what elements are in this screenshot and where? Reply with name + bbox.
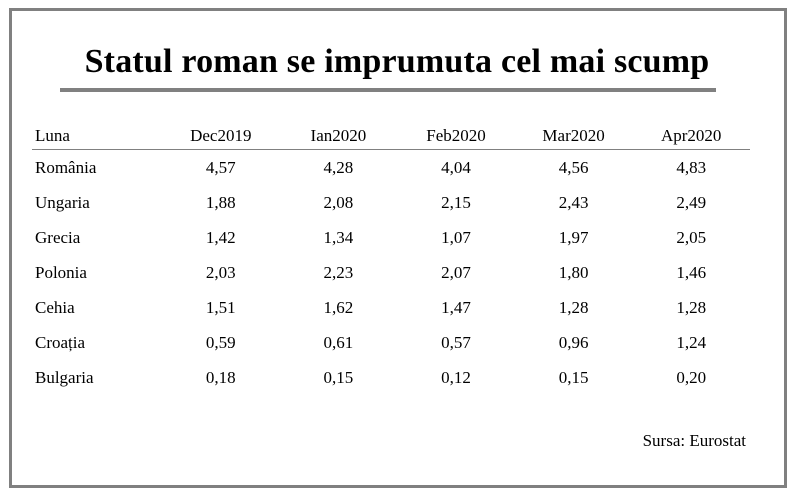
table-cell: 1,51 [205, 297, 236, 317]
table-cell: 1,34 [323, 227, 354, 247]
table-cell: 1,97 [558, 227, 589, 247]
column-header-apr2020: Apr2020 [660, 126, 722, 145]
table-row: Cehia 1,51 1,62 1,47 1,28 1,28 [32, 290, 750, 325]
table-cell: 2,49 [676, 192, 707, 212]
table-row: Ungaria 1,88 2,08 2,15 2,43 2,49 [32, 185, 750, 220]
table-cell: 2,08 [323, 192, 354, 212]
table-cell: 0,57 [441, 332, 471, 352]
table-cell: 1,47 [441, 297, 471, 317]
table-cell: 0,12 [441, 367, 471, 387]
table-cell: 2,03 [205, 262, 236, 282]
table-cell: 0,61 [323, 332, 354, 352]
table-cell: 0,96 [558, 332, 589, 352]
table-cell: 2,15 [441, 192, 471, 212]
table-row: Grecia 1,42 1,34 1,07 1,97 2,05 [32, 220, 750, 255]
table-header-row: Luna Dec2019 Ian2020 Feb2020 Mar2020 Apr… [32, 123, 750, 150]
column-header-mar2020: Mar2020 [542, 126, 605, 145]
column-header-ian2020: Ian2020 [310, 126, 367, 145]
table-row: Croația 0,59 0,61 0,57 0,96 1,24 [32, 325, 750, 360]
table-cell: 1,28 [558, 297, 589, 317]
table-row: România 4,57 4,28 4,04 4,56 4,83 [32, 150, 750, 186]
table-cell: 1,24 [676, 332, 707, 352]
table-cell: 4,57 [205, 157, 236, 177]
table-cell: 1,88 [205, 192, 236, 212]
table-frame: Statul roman se imprumuta cel mai scump … [9, 8, 787, 488]
title-underline [60, 88, 716, 92]
table-cell: 0,15 [323, 367, 354, 387]
table-row: Polonia 2,03 2,23 2,07 1,80 1,46 [32, 255, 750, 290]
table-cell: 2,43 [558, 192, 589, 212]
table-cell: 1,80 [558, 262, 589, 282]
table-cell: 4,56 [558, 157, 589, 177]
page-title: Statul roman se imprumuta cel mai scump [84, 43, 710, 80]
table-cell: 1,28 [676, 297, 707, 317]
country-name: Croația [35, 332, 86, 352]
table-cell: 1,07 [441, 227, 471, 247]
country-name: Ungaria [35, 192, 90, 212]
table-cell: 2,23 [323, 262, 354, 282]
column-header-dec2019: Dec2019 [190, 126, 252, 145]
column-header-feb2020: Feb2020 [426, 126, 486, 145]
table-cell: 0,15 [558, 367, 589, 387]
column-header-luna: Luna [35, 126, 70, 145]
country-name: Grecia [35, 227, 81, 247]
table-cell: 1,62 [323, 297, 354, 317]
data-table: Luna Dec2019 Ian2020 Feb2020 Mar2020 Apr… [32, 123, 750, 395]
table-cell: 4,04 [441, 157, 471, 177]
table-cell: 2,05 [676, 227, 707, 247]
table-cell: 0,20 [676, 367, 707, 387]
table-row: Bulgaria 0,18 0,15 0,12 0,15 0,20 [32, 360, 750, 395]
source-note: Sursa: Eurostat [642, 431, 746, 450]
table-cell: 0,59 [205, 332, 236, 352]
table-cell: 2,07 [441, 262, 471, 282]
country-name: Bulgaria [35, 367, 94, 387]
table-cell: 4,28 [323, 157, 354, 177]
country-name: Polonia [35, 262, 87, 282]
country-name: Cehia [35, 297, 75, 317]
table-cell: 0,18 [205, 367, 236, 387]
table-cell: 4,83 [676, 157, 707, 177]
table-cell: 1,42 [205, 227, 236, 247]
table-cell: 1,46 [676, 262, 707, 282]
country-name: România [35, 157, 97, 177]
